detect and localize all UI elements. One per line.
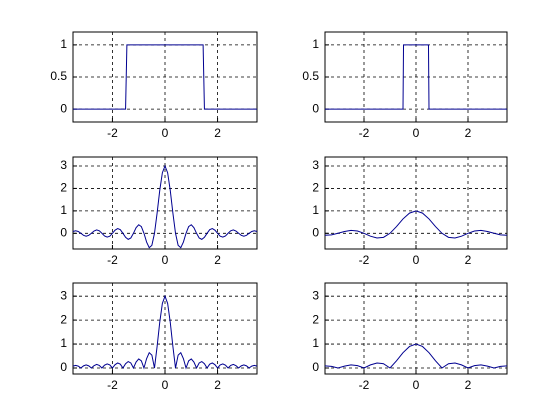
y-tick-label: 3 xyxy=(312,158,319,172)
x-tick-label: -2 xyxy=(359,253,370,267)
y-tick-label: 0 xyxy=(312,225,319,239)
y-tick-label: 0.5 xyxy=(302,69,319,83)
y-tick-label: 0 xyxy=(60,225,67,239)
y-tick-label: 1 xyxy=(312,203,319,217)
x-tick-label: -2 xyxy=(359,378,370,392)
y-tick-label: 0 xyxy=(60,360,67,374)
y-tick-label: 1 xyxy=(60,336,67,350)
y-tick-label: 0 xyxy=(60,101,67,115)
x-tick-label: 0 xyxy=(162,126,169,140)
x-tick-label: -2 xyxy=(107,126,118,140)
x-tick-label: 2 xyxy=(465,126,472,140)
x-tick-label: -2 xyxy=(107,253,118,267)
data-line xyxy=(72,164,258,249)
x-tick-label: -2 xyxy=(107,378,118,392)
y-tick-label: 3 xyxy=(312,288,319,302)
y-tick-label: 1 xyxy=(312,336,319,350)
x-tick-label: 0 xyxy=(162,253,169,267)
y-tick-label: 2 xyxy=(312,312,319,326)
axes-frame xyxy=(324,282,508,375)
data-line xyxy=(72,294,258,370)
x-tick-label: 0 xyxy=(413,378,420,392)
data-line xyxy=(73,44,257,110)
y-tick-label: 1 xyxy=(60,203,67,217)
x-tick-label: -2 xyxy=(359,126,370,140)
y-tick-label: 0.5 xyxy=(50,69,67,83)
y-tick-label: 0 xyxy=(312,360,319,374)
y-tick-label: 1 xyxy=(60,37,67,51)
x-tick-label: 0 xyxy=(413,253,420,267)
axes-frame xyxy=(72,282,258,375)
data-line xyxy=(324,343,508,369)
x-tick-label: 0 xyxy=(413,126,420,140)
y-tick-label: 2 xyxy=(312,181,319,195)
y-tick-label: 3 xyxy=(60,288,67,302)
y-tick-label: 2 xyxy=(60,312,67,326)
x-tick-label: 2 xyxy=(465,253,472,267)
x-tick-label: 2 xyxy=(214,126,221,140)
data-line xyxy=(325,44,507,110)
y-tick-label: 2 xyxy=(60,181,67,195)
x-tick-label: 2 xyxy=(465,378,472,392)
y-tick-label: 0 xyxy=(312,101,319,115)
x-tick-label: 0 xyxy=(162,378,169,392)
x-tick-label: 2 xyxy=(214,378,221,392)
y-tick-label: 1 xyxy=(312,37,319,51)
y-tick-label: 3 xyxy=(60,158,67,172)
x-tick-label: 2 xyxy=(214,253,221,267)
data-line xyxy=(324,210,508,239)
